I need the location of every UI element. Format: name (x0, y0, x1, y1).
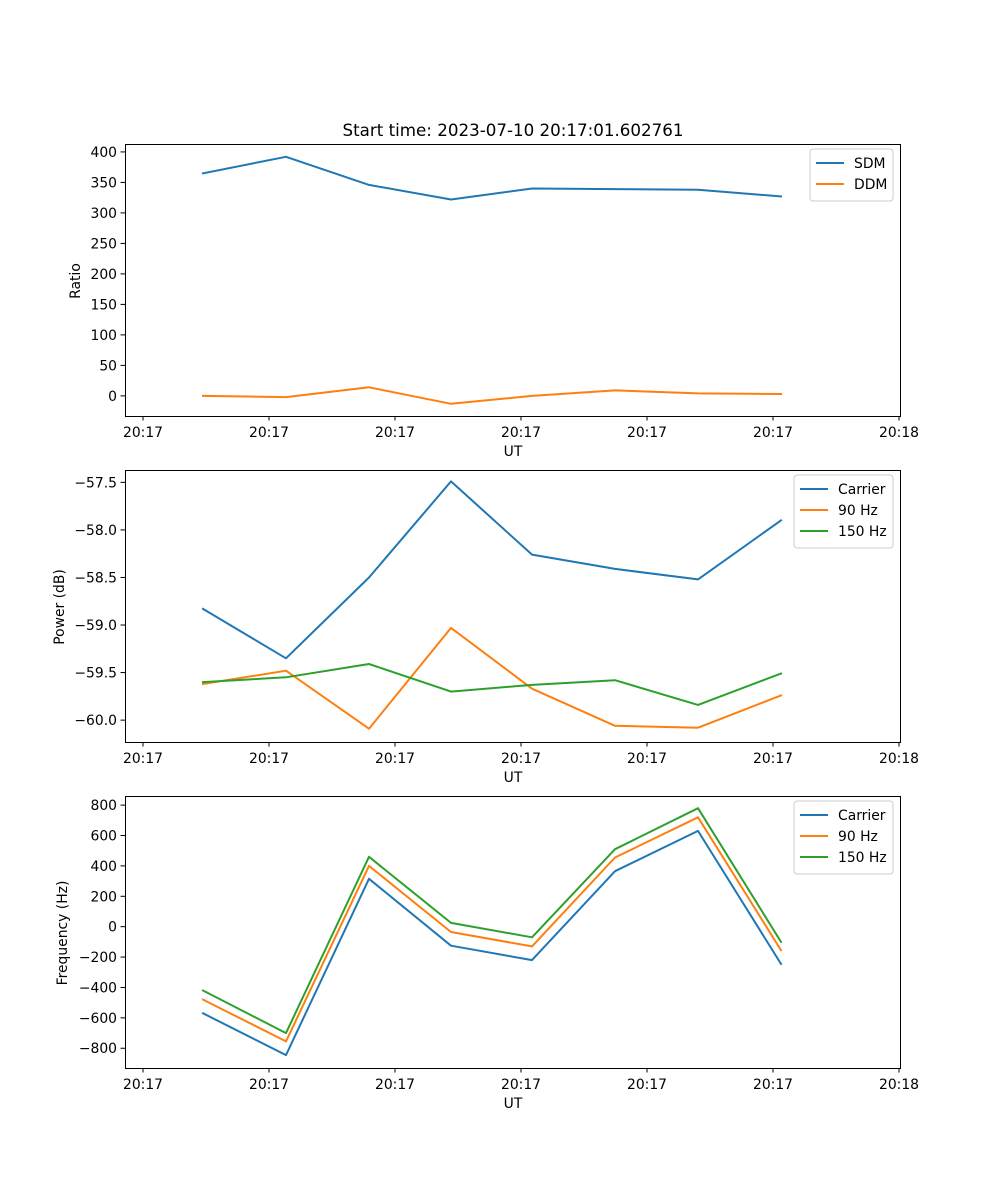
power-y-tick-label: −58.5 (74, 570, 117, 586)
power-panel: UT Power (dB) 20:17 20:17 20:17 20:17 20:17 2… (52, 470, 919, 786)
ratio-x-tick-label: 20:17 (501, 425, 541, 441)
power-axes-frame (125, 470, 901, 743)
power-series-carrier (201, 480, 783, 660)
power-legend (793, 474, 894, 549)
power-x-tick-label: 20:17 (375, 751, 415, 767)
frequency-legend-label: 90 Hz (838, 829, 878, 845)
power-x-tick-label: 20:17 (501, 751, 541, 767)
ratio-x-tick-label: 20:17 (627, 425, 667, 441)
frequency-y-tick-label: 200 (90, 889, 117, 905)
frequency-y-tick-label: 800 (90, 798, 117, 814)
power-y-tick-label: −59.0 (74, 618, 117, 634)
ratio-y-axis-label: Ratio (68, 263, 84, 299)
ratio-y-tick-label: 50 (99, 358, 117, 374)
frequency-x-tick-label: 20:18 (879, 1077, 919, 1093)
ratio-legend-label: DDM (854, 177, 887, 193)
ratio-x-tick-label: 20:17 (249, 425, 289, 441)
ratio-axes-frame (125, 144, 901, 417)
frequency-x-tick-label: 20:17 (249, 1077, 289, 1093)
power-y-tick-label: −60.0 (74, 713, 117, 729)
frequency-x-tick-label: 20:17 (501, 1077, 541, 1093)
power-x-tick-label: 20:18 (879, 751, 919, 767)
frequency-series-carrier (201, 829, 783, 1057)
ratio-series-sdm (201, 155, 783, 201)
ratio-y-tick-label: 0 (108, 389, 117, 405)
frequency-y-tick-label: 400 (90, 859, 117, 875)
frequency-series-150-hz (201, 807, 783, 1035)
power-y-tick-label: −59.5 (74, 666, 117, 682)
power-y-tick-label: −57.5 (74, 475, 117, 491)
power-y-tick-label: −58.0 (74, 523, 117, 539)
ratio-x-axis-label: UT (504, 444, 523, 460)
frequency-y-tick-label: 0 (108, 920, 117, 936)
ratio-y-tick-label: 350 (90, 175, 117, 191)
power-legend-label: 150 Hz (838, 524, 887, 540)
frequency-x-axis-label: UT (504, 1096, 523, 1112)
power-series-150-hz (201, 663, 783, 706)
frequency-x-tick-label: 20:17 (753, 1077, 793, 1093)
frequency-legend-label: 150 Hz (838, 850, 887, 866)
frequency-y-tick-label: −200 (79, 950, 117, 966)
power-x-tick-label: 20:17 (753, 751, 793, 767)
chart-title: Start time: 2023-07-10 20:17:01.602761 (343, 120, 684, 140)
power-legend-label: 90 Hz (838, 503, 878, 519)
frequency-y-axis-label: Frequency (Hz) (55, 881, 71, 986)
power-x-tick-label: 20:17 (123, 751, 163, 767)
frequency-y-tick-label: 600 (90, 829, 117, 845)
ratio-y-tick-label: 300 (90, 206, 117, 222)
frequency-series-90-hz (201, 816, 783, 1043)
frequency-panel: UT Frequency (Hz) 20:17 20:17 20:17 20:17 20… (55, 796, 919, 1112)
ratio-x-tick-label: 20:17 (123, 425, 163, 441)
frequency-x-tick-label: 20:17 (375, 1077, 415, 1093)
frequency-y-tick-label: −800 (79, 1041, 117, 1057)
ratio-y-tick-label: 200 (90, 267, 117, 283)
power-x-axis-label: UT (504, 770, 523, 786)
power-series-90-hz (201, 626, 783, 730)
frequency-legend (793, 800, 894, 875)
ratio-y-tick-label: 400 (90, 145, 117, 161)
power-x-tick-label: 20:17 (249, 751, 289, 767)
power-legend-label: Carrier (838, 482, 886, 498)
ratio-y-tick-label: 100 (90, 328, 117, 344)
frequency-x-tick-label: 20:17 (627, 1077, 667, 1093)
frequency-axes-frame (125, 796, 901, 1069)
ratio-x-tick-label: 20:17 (753, 425, 793, 441)
ratio-y-tick-label: 250 (90, 236, 117, 252)
ratio-legend-label: SDM (854, 156, 886, 172)
frequency-y-tick-label: −600 (79, 1011, 117, 1027)
ratio-series-ddm (201, 386, 783, 405)
ratio-panel: Start time: 2023-07-10 20:17:01.602761 U… (68, 120, 919, 460)
frequency-legend-label: Carrier (838, 808, 886, 824)
frequency-x-tick-label: 20:17 (123, 1077, 163, 1093)
power-x-tick-label: 20:17 (627, 751, 667, 767)
ratio-x-tick-label: 20:18 (879, 425, 919, 441)
frequency-y-tick-label: −400 (79, 980, 117, 996)
ratio-y-tick-label: 150 (90, 297, 117, 313)
ratio-x-tick-label: 20:17 (375, 425, 415, 441)
power-y-axis-label: Power (dB) (52, 569, 68, 645)
